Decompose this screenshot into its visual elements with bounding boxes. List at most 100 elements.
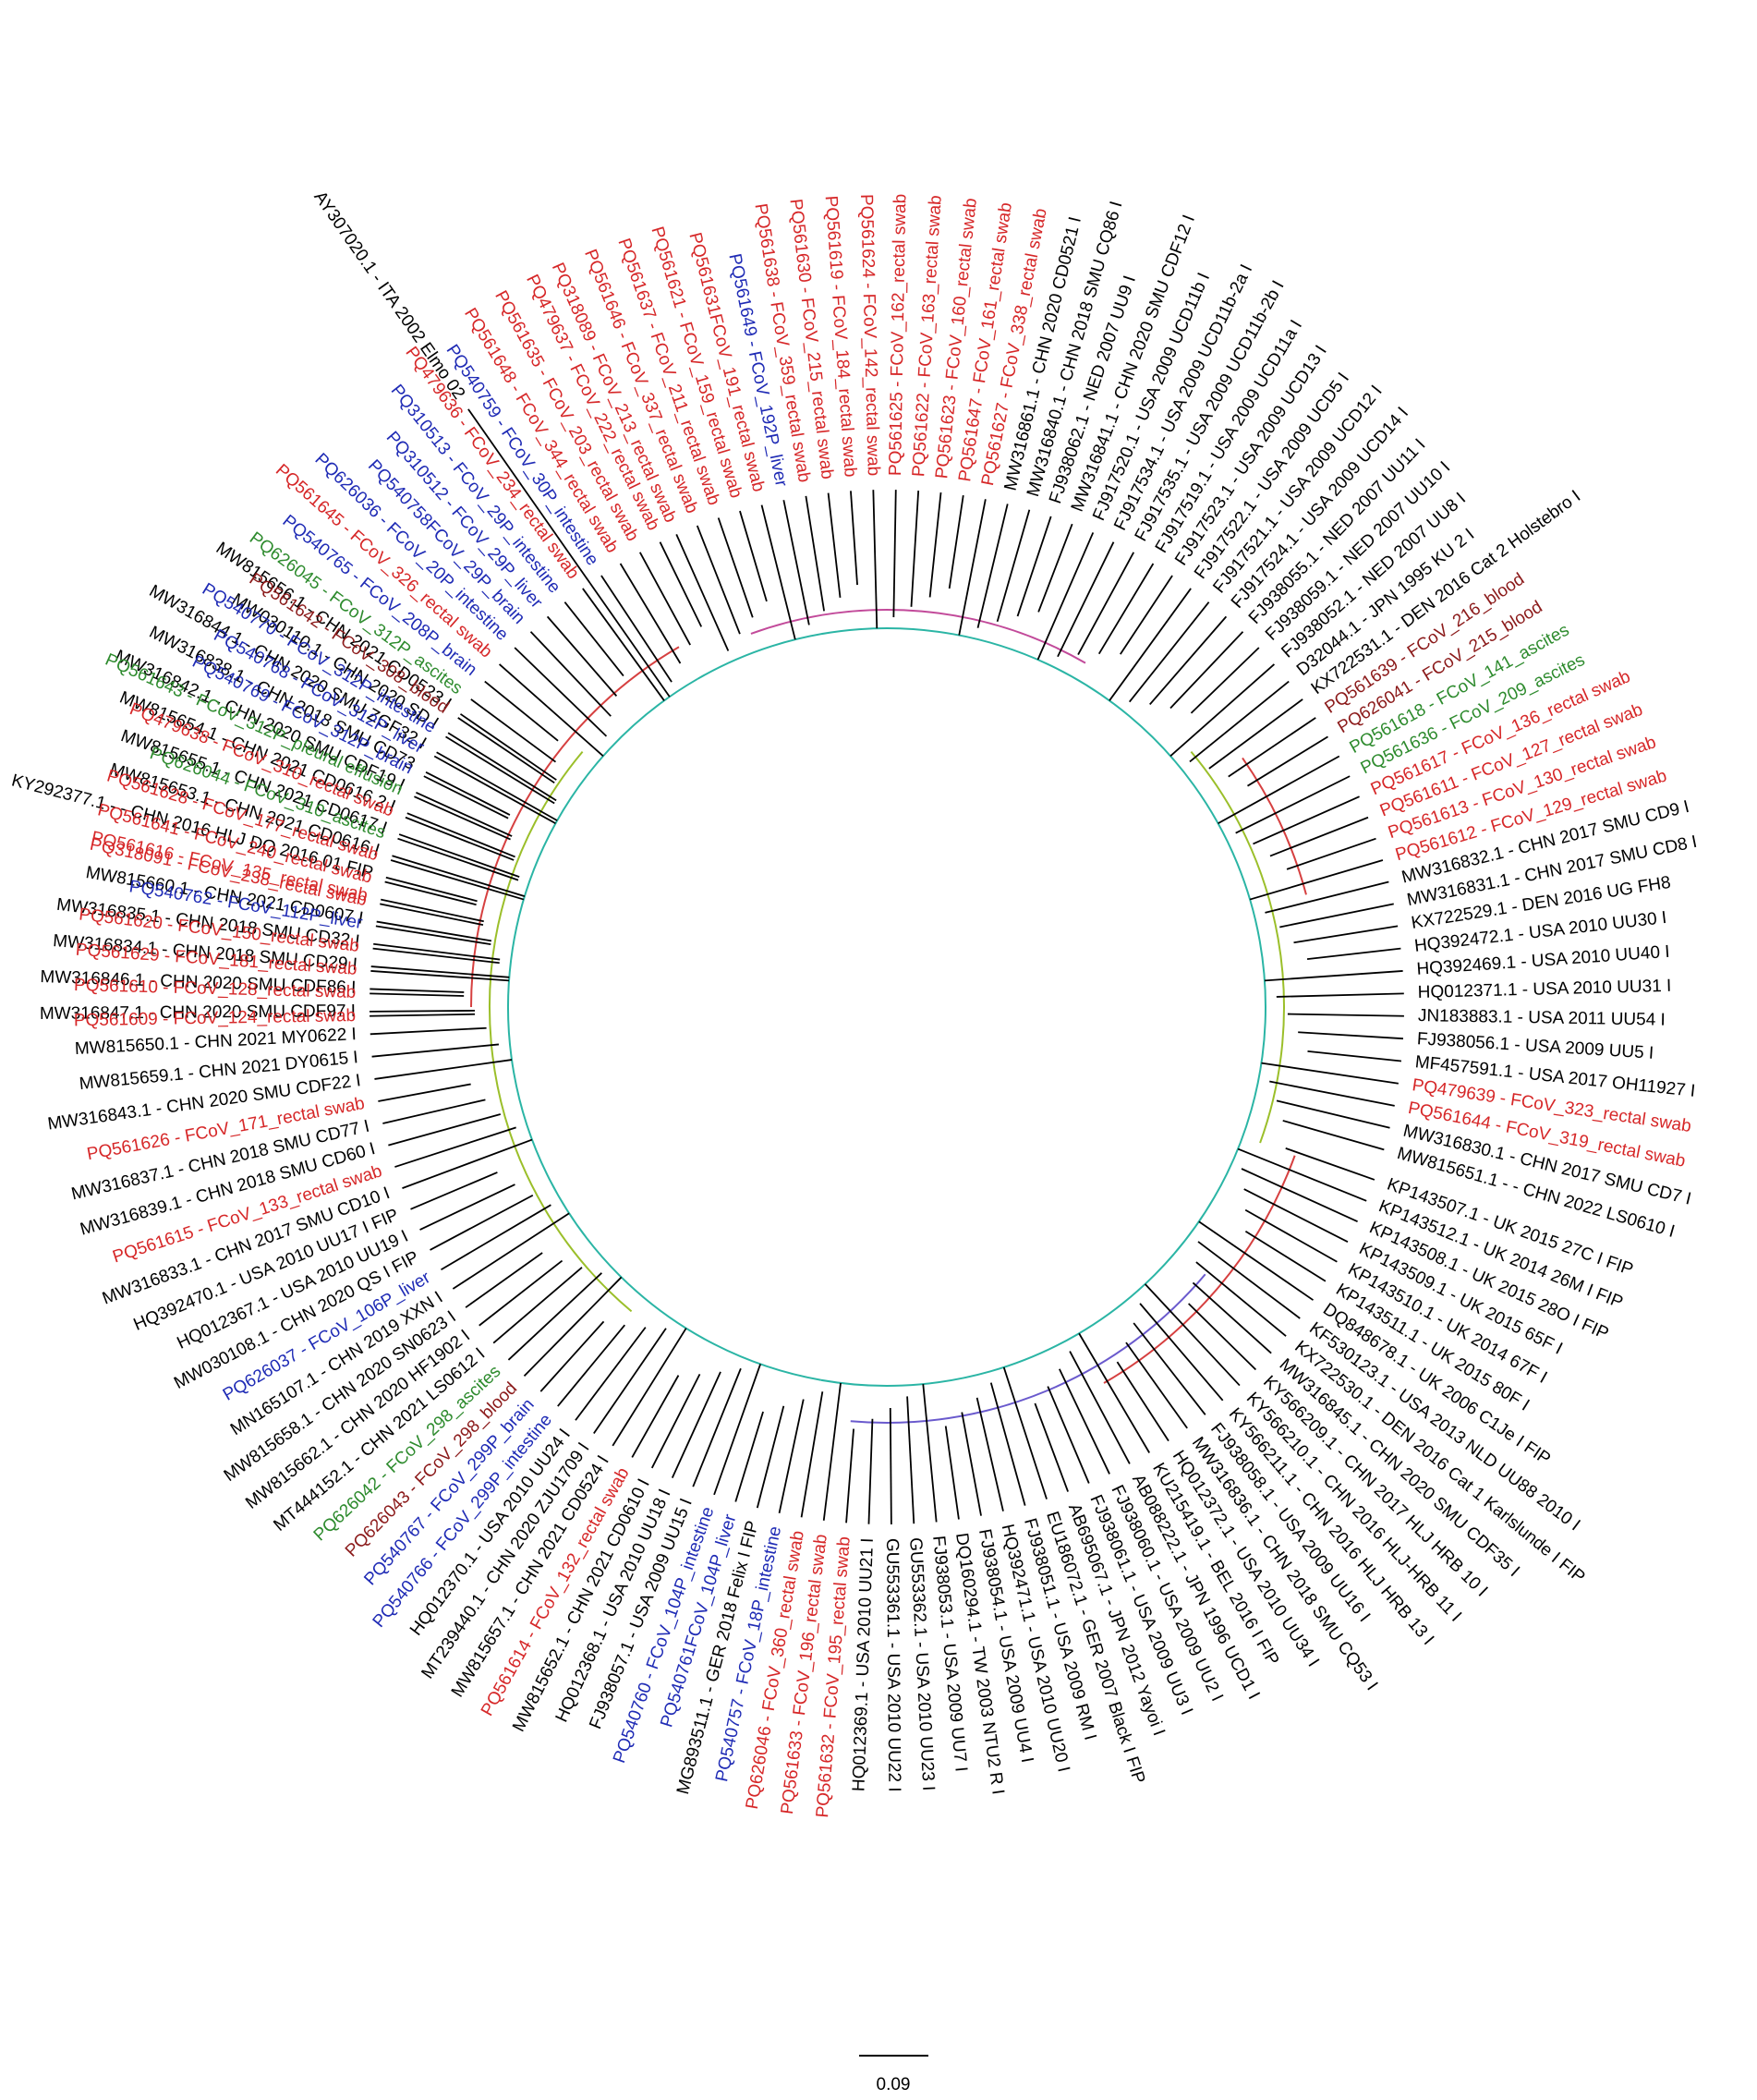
branch-line — [1307, 1050, 1402, 1062]
branch-line — [659, 541, 703, 627]
outgroup-branch — [467, 408, 591, 584]
branch-line — [388, 1113, 502, 1147]
branch-line — [1269, 1080, 1395, 1107]
branch-line — [1002, 1366, 1048, 1499]
branch-line — [948, 495, 964, 589]
branch-line — [498, 663, 604, 757]
branch-line — [433, 755, 556, 825]
branch-line — [381, 898, 484, 923]
branch-arc — [1103, 1155, 1296, 1384]
branch-line — [384, 880, 477, 906]
branch-line — [631, 1375, 680, 1458]
branch-line — [430, 1194, 534, 1251]
branch-line — [1244, 1208, 1338, 1263]
branch-line — [546, 615, 618, 697]
branch-line — [390, 859, 525, 901]
branch-line — [370, 1013, 476, 1017]
branch-line — [958, 499, 987, 636]
branch-line — [756, 1405, 785, 1509]
branch-line — [1190, 647, 1260, 714]
leaf-label: HQ012369.1 - USA 2010 UU21 I — [849, 1537, 878, 1791]
branch-line — [452, 1212, 570, 1290]
branch-line — [371, 1043, 500, 1058]
branch-line — [398, 833, 520, 878]
branch-line — [734, 1411, 764, 1502]
branch-line — [375, 925, 491, 945]
branch-line — [1269, 816, 1369, 857]
branch-line — [1128, 601, 1210, 703]
branch-line — [713, 1364, 761, 1496]
branch-line — [1306, 947, 1401, 961]
branch-line — [639, 552, 691, 646]
branch-line — [1149, 615, 1228, 706]
branch-line — [405, 816, 515, 861]
branch-arc — [489, 750, 633, 1313]
branch-line — [850, 491, 858, 586]
branch-line — [1237, 1147, 1367, 1202]
branch-arc — [470, 646, 680, 1008]
branch-line — [1279, 903, 1394, 929]
branch-line — [782, 500, 810, 625]
branch-line — [465, 1252, 543, 1308]
branch-line — [416, 791, 513, 837]
branch-line — [507, 1272, 602, 1361]
branch-line — [1247, 735, 1328, 787]
branch-line — [1282, 1120, 1385, 1151]
branch-line — [382, 1099, 486, 1124]
branch-line — [376, 920, 492, 942]
branch-line — [778, 1399, 805, 1513]
branch-line — [436, 751, 558, 821]
leaf-labels: AY307020.1 - ITA 2002 Elmo 02 PQ318089 - … — [9, 188, 1699, 1818]
branch-line — [1293, 925, 1399, 944]
branch-line — [975, 1397, 1004, 1511]
branch-line — [557, 1324, 626, 1407]
branch-line — [976, 504, 1009, 628]
branch-line — [1144, 1283, 1241, 1387]
branch-line — [441, 1204, 551, 1270]
leaf-label: PQ561624 - FCoV_142_rectal swab — [856, 194, 883, 477]
branch-line — [906, 1396, 915, 1524]
leaf-label: JN183883.1 - USA 2011 UU54 I — [1418, 1006, 1666, 1030]
branch-line — [1133, 1322, 1206, 1415]
scale-bar-label: 0.09 — [877, 2075, 911, 2094]
branch-arc — [750, 609, 1086, 664]
branch-line — [523, 1276, 623, 1378]
branch-line — [1261, 1062, 1399, 1085]
branch-line — [370, 970, 510, 982]
branch-line — [1077, 552, 1134, 656]
branch-line — [600, 575, 673, 683]
branch-line — [1059, 1368, 1110, 1475]
branch-line — [1249, 859, 1384, 901]
branch-line — [385, 876, 478, 903]
branch-line — [410, 1171, 498, 1210]
branch-line — [445, 735, 555, 805]
branch-line — [1285, 1147, 1375, 1181]
branch-line — [582, 588, 665, 701]
branch-line — [459, 713, 557, 781]
branch-line — [470, 698, 557, 763]
branch-line — [675, 534, 730, 651]
branch-line — [1253, 795, 1360, 845]
branch-line — [1208, 698, 1303, 770]
branch-line — [529, 631, 612, 717]
branch-line — [692, 1367, 742, 1487]
branch-line — [892, 490, 897, 618]
branch-line — [423, 775, 509, 819]
branch-arc — [697, 627, 1266, 1387]
branch-line — [378, 1083, 471, 1102]
branch-arc — [850, 1273, 1206, 1424]
branch-line — [1241, 1168, 1358, 1223]
branch-line — [1057, 541, 1115, 658]
branch-line — [372, 947, 500, 965]
branch-line — [1244, 1230, 1327, 1282]
branch-line — [996, 509, 1031, 623]
branch-line — [1116, 1361, 1169, 1442]
branch-line — [370, 992, 465, 997]
branch-line — [1198, 1220, 1315, 1301]
branch-line — [457, 717, 555, 784]
branch-line — [805, 495, 825, 612]
branch-line — [1047, 1386, 1090, 1484]
leaf-label: PQ561625 - FCoV_162_rectal swab — [886, 194, 910, 477]
branch-line — [1016, 516, 1052, 617]
